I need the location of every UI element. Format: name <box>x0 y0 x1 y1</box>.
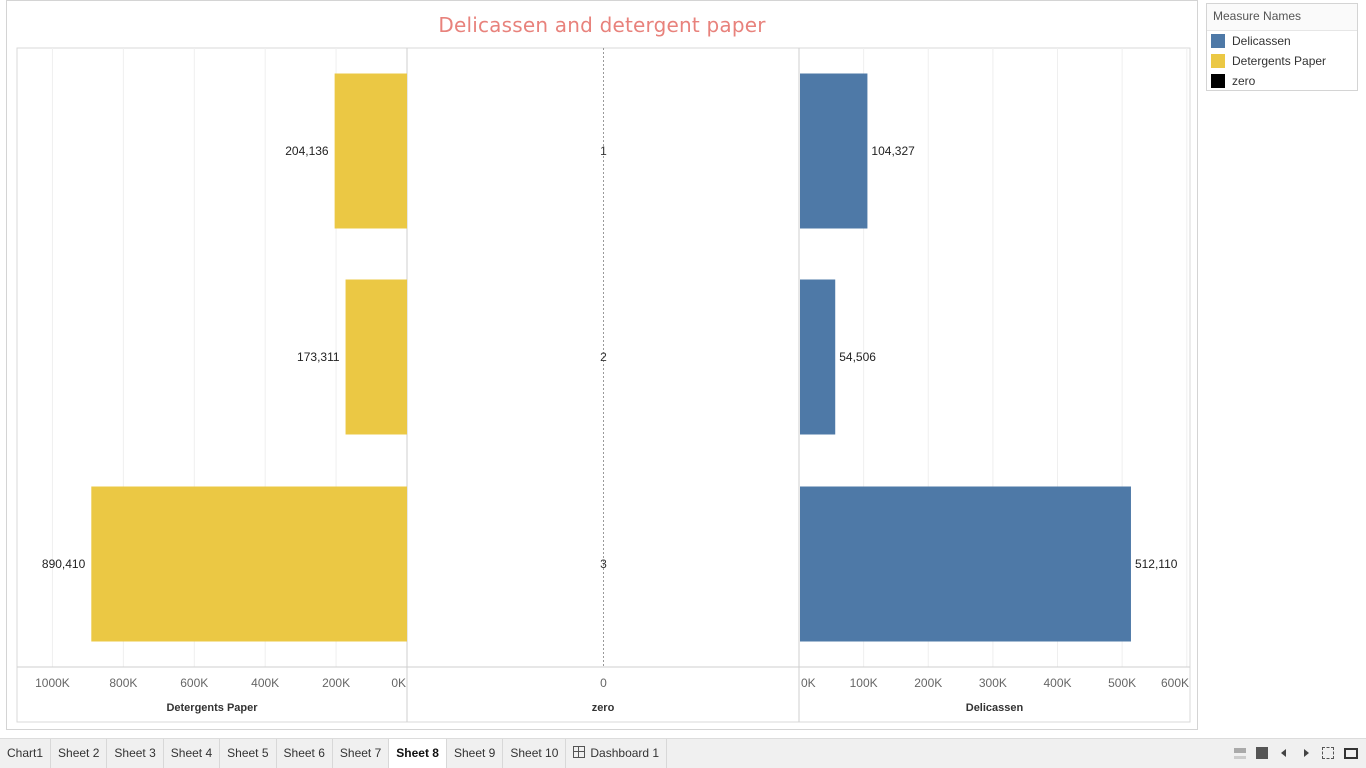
legend-label: Detergents Paper <box>1232 54 1327 68</box>
x-tick-label: 0K <box>801 676 816 690</box>
x-tick-label: 300K <box>979 676 1007 690</box>
tab-sheet-3[interactable]: Sheet 3 <box>107 739 164 768</box>
tab-sheet-4[interactable]: Sheet 4 <box>164 739 221 768</box>
bar-data-label: 890,410 <box>42 557 86 571</box>
bar-detergents-paper <box>334 73 407 229</box>
chart-svg: 204,136 173,311 890,410 104,327 54,506 512,11… <box>16 47 1191 723</box>
row-label: 1 <box>600 144 607 158</box>
chart-title: Delicassen and detergent paper <box>438 13 766 37</box>
bar-data-label: 512,110 <box>1135 557 1178 571</box>
legend[interactable]: Measure Names Delicassen Detergents Pape… <box>1206 3 1358 91</box>
legend-swatch-zero <box>1211 74 1225 88</box>
tab-dashboard-1[interactable]: Dashboard 1 <box>566 739 668 768</box>
legend-title: Measure Names <box>1207 4 1357 31</box>
tab-controls <box>1234 739 1358 767</box>
tab-chart1[interactable]: Chart1 <box>0 739 52 768</box>
sheet-tab-bar: Chart1 Sheet 2 Sheet 3 Sheet 4 Sheet 5 S… <box>0 738 1366 768</box>
legend-label: zero <box>1232 74 1256 88</box>
bar-data-label: 104,327 <box>871 144 915 158</box>
tab-sheet-5[interactable]: Sheet 5 <box>220 739 277 768</box>
bar-data-label: 204,136 <box>285 144 329 158</box>
tab-sheet-10[interactable]: Sheet 10 <box>503 739 567 768</box>
legend-item-zero[interactable]: zero <box>1207 71 1357 91</box>
x-tick-label: 400K <box>251 676 279 690</box>
legend-label: Delicassen <box>1232 34 1291 48</box>
tab-label: Dashboard 1 <box>590 746 660 760</box>
x-axis-title: Delicassen <box>966 702 1024 714</box>
x-tick-label: 800K <box>109 676 137 690</box>
x-tick-label: 200K <box>914 676 942 690</box>
x-tick-label: 400K <box>1043 676 1071 690</box>
legend-item-delicassen[interactable]: Delicassen <box>1207 31 1357 51</box>
presentation-mode-icon[interactable] <box>1344 747 1358 759</box>
legend-swatch-delicassen <box>1211 34 1225 48</box>
dashboard-grid-icon <box>573 746 586 758</box>
single-sheet-view-icon[interactable] <box>1256 747 1268 759</box>
x-tick-label: 1000K <box>35 676 70 690</box>
legend-item-detergents-paper[interactable]: Detergents Paper <box>1207 51 1357 71</box>
x-tick-label: 100K <box>850 676 878 690</box>
x-tick-label: 0K <box>391 676 406 690</box>
tab-sheet-6[interactable]: Sheet 6 <box>277 739 333 768</box>
bar-delicassen <box>800 73 868 229</box>
x-tick-label: 0 <box>600 676 607 690</box>
x-tick-label: 600K <box>180 676 208 690</box>
x-tick-label: 500K <box>1108 676 1136 690</box>
next-sheet-icon[interactable] <box>1300 747 1312 759</box>
x-axis-title: Detergents Paper <box>166 702 258 714</box>
bar-delicassen <box>800 486 1131 642</box>
bar-detergents-paper <box>91 486 408 642</box>
x-tick-label: 600K <box>1161 676 1189 690</box>
tab-sheet-9[interactable]: Sheet 9 <box>447 739 504 768</box>
bar-data-label: 54,506 <box>839 350 876 364</box>
tab-sheet-2[interactable]: Sheet 2 <box>51 739 108 768</box>
bar-delicassen <box>800 279 836 435</box>
x-axis-title: zero <box>592 702 615 714</box>
x-tick-label: 200K <box>322 676 350 690</box>
filmstrip-view-icon[interactable] <box>1234 747 1246 759</box>
tab-sheet-7[interactable]: Sheet 7 <box>333 739 390 768</box>
fullscreen-icon[interactable] <box>1322 747 1334 759</box>
previous-sheet-icon[interactable] <box>1278 747 1290 759</box>
row-label: 2 <box>600 350 607 364</box>
bar-data-label: 173,311 <box>297 350 340 364</box>
legend-swatch-detergents-paper <box>1211 54 1225 68</box>
tab-sheet-8[interactable]: Sheet 8 <box>389 739 447 768</box>
bar-detergents-paper <box>345 279 407 435</box>
row-label: 3 <box>600 557 607 571</box>
